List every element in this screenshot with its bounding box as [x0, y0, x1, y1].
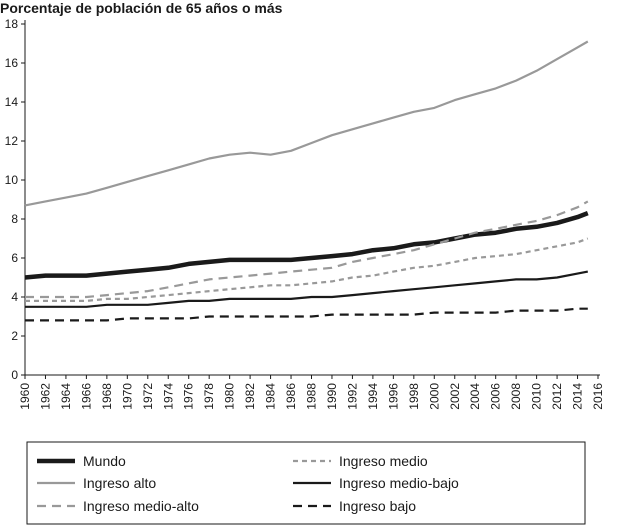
- x-tick-label: 2010: [530, 383, 544, 410]
- x-tick-label: 1972: [141, 383, 155, 410]
- x-tick-label: 1986: [284, 383, 298, 410]
- y-axis-ticks: 0 2 4 6 8 10 12 14 16 18: [5, 17, 25, 382]
- x-tick-label: 1980: [223, 383, 237, 410]
- y-tick-label: 16: [5, 56, 19, 70]
- x-tick-label: 1966: [79, 383, 93, 410]
- series-line: [25, 307, 588, 322]
- x-tick-label: 1974: [161, 383, 175, 410]
- series-line: [24, 211, 589, 280]
- x-tick-label: 2008: [509, 383, 523, 410]
- y-tick-label: 10: [5, 173, 19, 187]
- axes: [24, 20, 600, 376]
- legend-label: Ingreso medio: [339, 453, 428, 469]
- x-tick-label: 1996: [386, 383, 400, 410]
- x-tick-label: 1992: [345, 383, 359, 410]
- y-tick-label: 14: [5, 95, 19, 109]
- series-line: [25, 200, 589, 299]
- legend-box: [26, 441, 586, 525]
- series-line: [24, 40, 589, 207]
- x-tick-label: 1982: [243, 383, 257, 410]
- legend-label: Ingreso medio-bajo: [339, 475, 459, 491]
- y-tick-label: 18: [5, 17, 19, 31]
- series-lines: [24, 40, 589, 322]
- y-tick-label: 4: [11, 290, 18, 304]
- x-tick-label: 1998: [407, 383, 421, 410]
- y-tick-label: 8: [11, 212, 18, 226]
- x-tick-label: 1964: [59, 383, 73, 410]
- x-tick-label: 2000: [427, 383, 441, 410]
- x-axis-ticks: 1960 1962 1964 1966 1968 1970 1972 1974 1976 1978…: [18, 375, 605, 410]
- y-tick-label: 2: [11, 329, 18, 343]
- series-line: [25, 237, 589, 302]
- x-tick-label: 1962: [38, 383, 52, 410]
- legend-label: Ingreso bajo: [339, 498, 416, 514]
- x-tick-label: 1990: [325, 383, 339, 410]
- x-tick-label: 1988: [305, 383, 319, 410]
- y-tick-label: 12: [5, 134, 19, 148]
- legend-label: Ingreso medio-alto: [83, 498, 199, 514]
- x-tick-label: 2004: [468, 383, 482, 410]
- x-tick-label: 1960: [18, 383, 32, 410]
- y-tick-label: 0: [11, 368, 18, 382]
- x-tick-label: 1984: [264, 383, 278, 410]
- x-tick-label: 2002: [448, 383, 462, 410]
- legend: Mundo Ingreso alto Ingreso medio-alto Ingre…: [26, 441, 586, 525]
- x-tick-label: 2006: [489, 383, 503, 410]
- legend-label: Mundo: [83, 453, 126, 469]
- x-tick-label: 1994: [366, 383, 380, 410]
- x-tick-label: 1970: [120, 383, 134, 410]
- x-tick-label: 1968: [100, 383, 114, 410]
- x-tick-label: 2014: [571, 383, 585, 410]
- x-tick-label: 1978: [202, 383, 216, 410]
- legend-label: Ingreso alto: [83, 475, 156, 491]
- x-tick-label: 2016: [591, 383, 605, 410]
- chart-title: Porcentaje de población de 65 años o más: [0, 0, 283, 16]
- y-tick-label: 6: [11, 251, 18, 265]
- x-tick-label: 2012: [550, 383, 564, 410]
- x-tick-label: 1976: [182, 383, 196, 410]
- series-line: [25, 270, 589, 308]
